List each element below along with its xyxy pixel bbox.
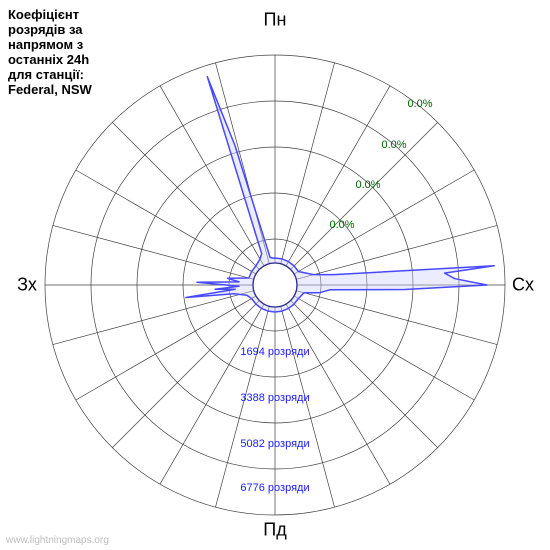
axis-label-south: Пд — [263, 520, 286, 541]
polar-chart: Коефіцієнт розрядів за напрямом з останн… — [0, 0, 550, 550]
axis-label-north: Пн — [264, 10, 287, 31]
count-ring-label: 3388 розряди — [240, 392, 309, 404]
count-ring-label: 6776 розряди — [240, 482, 309, 494]
axis-label-west: Зх — [17, 275, 37, 296]
count-ring-label: 1694 розряди — [240, 346, 309, 358]
rose-polygon — [186, 77, 494, 312]
ratio-ring-label: 0.0% — [329, 219, 354, 231]
ratio-ring-label: 0.0% — [355, 179, 380, 191]
footer-credit: www.lightningmaps.org — [6, 535, 109, 546]
ratio-ring-label: 0.0% — [381, 139, 406, 151]
count-ring-label: 5082 розряди — [240, 438, 309, 450]
axis-label-east: Сх — [512, 275, 534, 296]
chart-title: Коефіцієнт розрядів за напрямом з останн… — [8, 8, 92, 98]
ratio-ring-label: 0.0% — [407, 98, 432, 110]
